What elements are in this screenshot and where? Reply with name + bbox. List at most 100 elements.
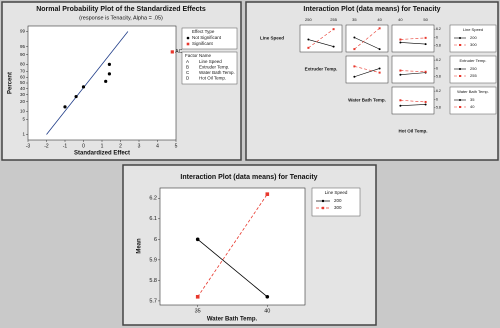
factor-header: Name bbox=[199, 53, 212, 58]
marker bbox=[459, 106, 461, 108]
y-tick-label: 10 bbox=[20, 109, 26, 114]
x-tick-label: 2 bbox=[119, 143, 122, 149]
x-axis-label: Water Bath Temp. bbox=[207, 317, 258, 323]
y-tick-label: 6 bbox=[436, 35, 438, 39]
y-tick-label: 60 bbox=[20, 75, 26, 80]
factor-cell: D bbox=[186, 76, 190, 81]
marker bbox=[107, 72, 111, 76]
y-tick-label: 6.1 bbox=[149, 216, 157, 222]
y-tick-label: 50 bbox=[20, 80, 26, 85]
marker bbox=[74, 94, 78, 99]
series-line bbox=[197, 239, 268, 298]
marker bbox=[265, 294, 270, 299]
y-tick-label: 6.2 bbox=[436, 27, 441, 31]
chart-title: Interaction Plot (data means) for Tenaci… bbox=[303, 6, 440, 13]
y-tick-label: 6.2 bbox=[149, 196, 157, 202]
trace-line bbox=[354, 37, 380, 50]
legend-label: 200 bbox=[470, 35, 477, 40]
marker bbox=[265, 192, 270, 196]
factor-label: Water Bath Temp. bbox=[348, 98, 386, 103]
marker bbox=[104, 79, 108, 83]
factor-cell: Extruder Temp. bbox=[199, 65, 229, 70]
marker bbox=[424, 70, 427, 73]
marker bbox=[321, 206, 325, 210]
marker bbox=[424, 100, 427, 103]
legend-label: 255 bbox=[470, 73, 477, 78]
legend-label: Significant bbox=[192, 41, 214, 46]
marker bbox=[459, 37, 461, 39]
y-tick-label: 5.7 bbox=[149, 298, 157, 304]
legend-box bbox=[311, 187, 361, 217]
x-tick-label: 40 bbox=[377, 17, 382, 22]
marker bbox=[353, 48, 356, 51]
x-tick-label: 4 bbox=[156, 143, 159, 149]
factor-cell: A bbox=[186, 59, 189, 64]
marker bbox=[353, 65, 356, 68]
y-tick-label: 6 bbox=[154, 237, 157, 243]
marker bbox=[321, 199, 325, 203]
y-tick-label: 5.8 bbox=[149, 278, 157, 284]
x-tick-label: -2 bbox=[44, 143, 49, 149]
legend-label: Not Significant bbox=[192, 35, 222, 40]
marker bbox=[81, 85, 86, 89]
marker bbox=[186, 42, 190, 46]
chart-title: Interaction Plot (data means) for Tenaci… bbox=[180, 174, 317, 181]
factor-label: Line Speed bbox=[260, 36, 284, 41]
y-tick-label: 70 bbox=[20, 69, 26, 74]
y-tick-label: 5.8 bbox=[436, 44, 441, 48]
marker bbox=[399, 69, 402, 72]
marker bbox=[459, 68, 461, 70]
x-tick-label: 50 bbox=[423, 17, 428, 22]
trace-line bbox=[308, 39, 334, 47]
trace-line bbox=[400, 72, 426, 75]
marker bbox=[378, 48, 381, 51]
cell-frame bbox=[345, 55, 389, 84]
marker bbox=[424, 43, 427, 46]
marker bbox=[399, 73, 402, 76]
x-tick-label: 0 bbox=[82, 143, 85, 149]
y-tick-label: 6.2 bbox=[436, 58, 441, 62]
marker bbox=[307, 38, 310, 41]
marker bbox=[332, 28, 335, 31]
trace-line bbox=[400, 104, 426, 106]
y-tick-label: 40 bbox=[20, 86, 26, 91]
x-tick-label: 35 bbox=[352, 17, 357, 22]
trace-line bbox=[400, 42, 426, 45]
marker bbox=[332, 45, 335, 48]
factor-table-box bbox=[181, 51, 238, 85]
marker bbox=[353, 75, 356, 78]
factor-cell: B bbox=[186, 65, 189, 70]
legend-title: Water Bath Temp. bbox=[457, 89, 489, 94]
x-tick-label: 5 bbox=[175, 143, 178, 149]
legend-label: 40 bbox=[470, 104, 475, 109]
trace-line bbox=[400, 37, 426, 40]
y-axis-label: Percent bbox=[8, 72, 14, 94]
x-tick-label: -3 bbox=[26, 143, 31, 149]
x-tick-label: 1 bbox=[101, 143, 104, 149]
reference-line bbox=[46, 31, 129, 135]
y-tick-label: 5 bbox=[22, 117, 25, 122]
plot-area bbox=[159, 187, 306, 306]
y-tick-label: 5.8 bbox=[436, 106, 441, 110]
y-tick-label: 6.2 bbox=[436, 89, 441, 93]
marker bbox=[195, 294, 200, 299]
x-tick-label: 35 bbox=[195, 308, 201, 314]
factor-cell: Water Bath Temp. bbox=[199, 70, 235, 75]
y-tick-label: 6 bbox=[436, 97, 438, 101]
marker bbox=[459, 99, 461, 101]
legend-title: Line Speed bbox=[463, 27, 483, 32]
y-axis-label: Mean bbox=[137, 238, 143, 254]
marker bbox=[399, 99, 402, 102]
legend-title: Effect Type bbox=[192, 29, 215, 34]
cell-frame bbox=[391, 55, 435, 84]
y-tick-label: 6 bbox=[436, 66, 438, 70]
legend-box bbox=[449, 24, 497, 53]
x-axis-label: Standardized Effect bbox=[74, 151, 130, 157]
y-tick-label: 5.9 bbox=[149, 257, 157, 263]
legend-label: 300 bbox=[470, 42, 477, 47]
factor-label: Extruder Temp. bbox=[305, 67, 338, 72]
marker bbox=[107, 62, 111, 66]
marker bbox=[378, 71, 381, 74]
trace-line bbox=[400, 70, 426, 73]
